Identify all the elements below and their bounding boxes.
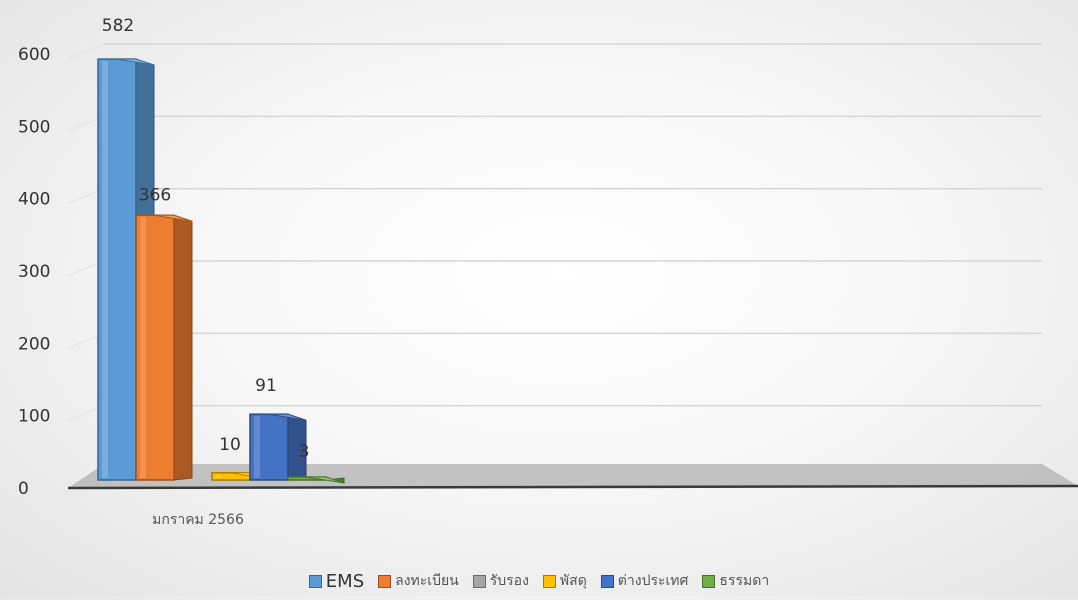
legend-label: พัสดุ [559,573,587,589]
legend-label: ลงทะเบียน [395,573,459,589]
legend-item-international: ต่างประเทศ [600,570,689,592]
bar-international [249,413,307,481]
bar-ordinary [287,476,345,484]
legend-item-registered: ลงทะเบียน [378,570,459,592]
bar-top [136,214,193,222]
legend-item-ems: EMS [308,570,365,592]
legend: EMS ลงทะเบียน รับรอง พัสดุ ต่างประเทศ ธร… [0,570,1078,592]
legend-swatch-registered [378,574,392,588]
legend-item-certified: รับรอง [472,570,529,592]
legend-label: ต่างประเทศ [617,573,689,589]
chart-floor [68,464,1078,488]
y-tick-label: 400 [18,190,50,210]
bar-top [250,413,307,421]
bar-highlight [102,61,108,478]
legend-swatch-parcel [542,574,556,588]
legend-swatch-international [600,574,614,588]
x-axis-line [67,484,1078,490]
legend-label: ธรรมดา [719,573,770,589]
data-label: 10 [219,435,241,455]
legend-item-ordinary: ธรรมดา [702,570,769,592]
legend-item-parcel: พัสดุ [542,570,587,592]
bar-registered [135,214,193,481]
bar-top [98,58,155,66]
y-tick-label: 500 [18,117,50,137]
bar-side [173,214,193,481]
data-label: 582 [102,16,134,36]
category-label: มกราคม 2566 [152,512,244,528]
bar-top [288,476,345,484]
legend-swatch-ordinary [702,574,716,588]
data-label: 3 [299,442,310,462]
y-tick-label: 600 [18,45,50,65]
bar-highlight [140,217,146,478]
y-tick-label: 0 [18,479,29,499]
legend-label: รับรอง [489,573,529,589]
data-label: 366 [139,185,171,205]
bar-front [249,413,289,481]
data-label: 91 [255,376,277,396]
y-tick-label: 300 [18,262,50,282]
legend-label: EMS [325,570,365,592]
legend-swatch-certified [472,574,486,588]
y-tick-label: 200 [18,334,50,354]
legend-swatch-ems [308,574,322,588]
bar-highlight [216,474,222,478]
bar-highlight [254,416,260,478]
gridline-side [67,43,105,60]
y-tick-label: 100 [18,407,50,427]
